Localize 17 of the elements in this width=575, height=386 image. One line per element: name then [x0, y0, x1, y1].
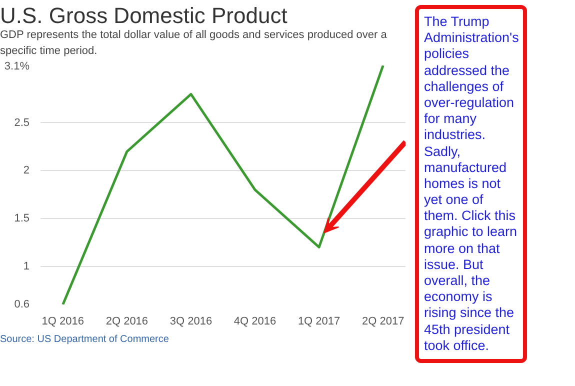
- x-tick-label: 2Q 2017: [362, 316, 404, 328]
- y-tick-label: 0.6: [14, 298, 30, 310]
- y-tick-label: 2: [23, 164, 30, 177]
- x-tick-label: 2Q 2016: [106, 316, 148, 328]
- line-series: [62, 66, 384, 304]
- y-tick-label: 3.1%: [4, 60, 30, 72]
- y-tick-label: 1: [23, 260, 30, 272]
- x-tick-label: 1Q 2016: [42, 316, 84, 328]
- chart-title: U.S. Gross Domestic Product: [0, 3, 288, 28]
- y-tick-label: 1.5: [14, 212, 30, 224]
- x-tick-label: 1Q 2017: [298, 316, 340, 328]
- x-tick-label: 3Q 2016: [170, 316, 212, 328]
- text: The Trump Administration's policies addressed the challenges of over-regulation for many industries. Sadly, manufactured homes is not yet one of them. Click this graphic to learn more on that issue. But overall, the economy is rising since the 45th president took office.: [424, 14, 519, 353]
- source-note: Source: US Department of Commerce: [0, 333, 169, 347]
- chart-subtitle: GDP represents the total dollar value of all goods and services produced over a specific time period.: [0, 28, 388, 59]
- y-tick-label: 2.5: [14, 116, 30, 129]
- x-tick-label: 4Q 2016: [234, 316, 276, 328]
